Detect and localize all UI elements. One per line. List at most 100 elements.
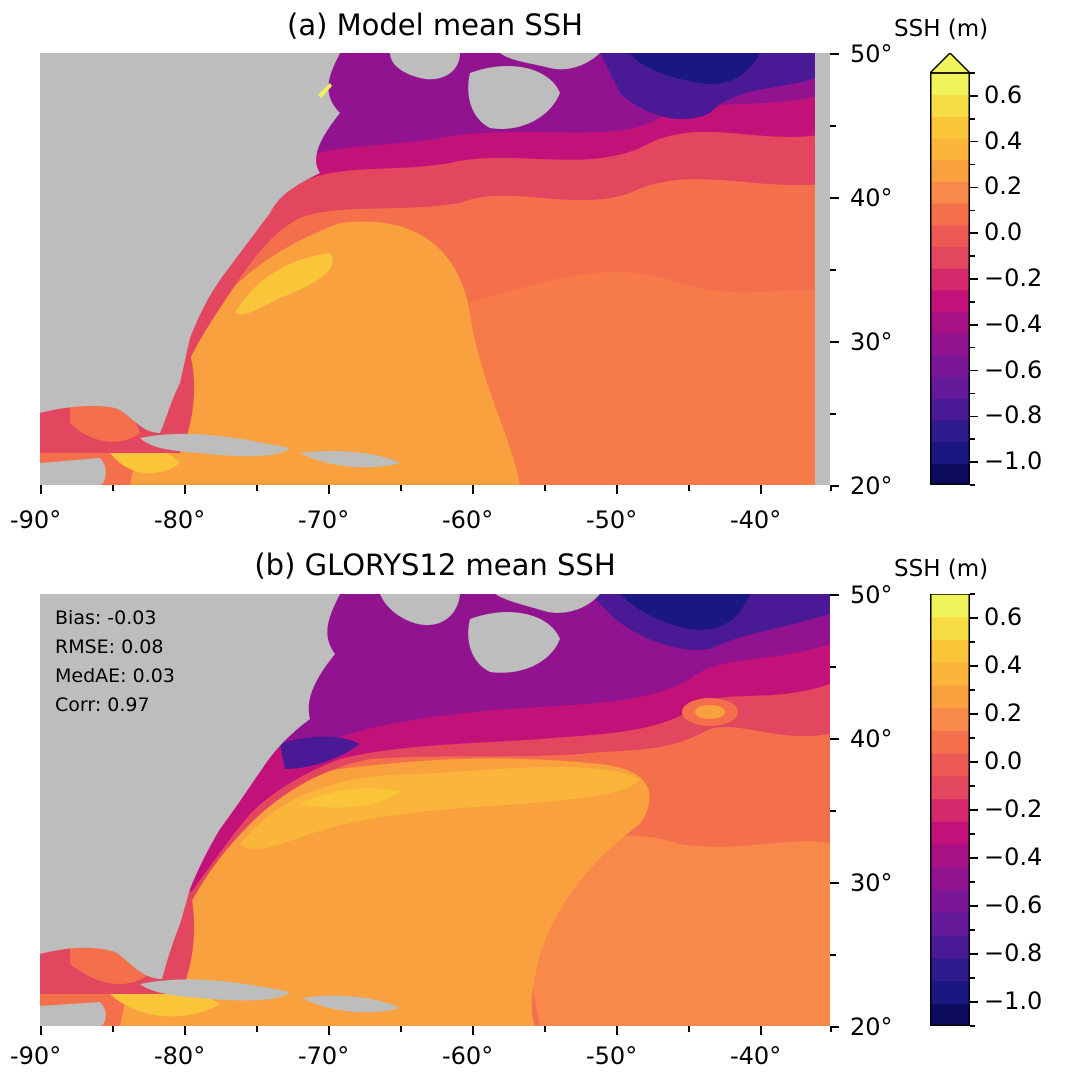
panel-b-colorbar-tick-label: −0.4 [984, 843, 1043, 871]
panel-a-ytick [830, 485, 839, 487]
panel-a-colorbar-segment [930, 159, 970, 182]
panel-a-xtick-label: -70° [298, 506, 350, 534]
panel-a-ytick-minor [830, 125, 836, 127]
panel-a-colorbar-minor-tick [970, 72, 975, 74]
panel-b-colorbar-minor-tick [970, 785, 975, 787]
panel-b-colorbar-tick [970, 617, 978, 619]
panel-a-ssh-field [40, 53, 830, 485]
panel-a-colorbar-minor-tick [970, 209, 975, 212]
panel-a-colorbar-tick [970, 232, 978, 234]
panel-b-ytick-minor [830, 666, 836, 668]
panel-a-xtick-label: -90° [10, 506, 62, 534]
panel-a-colorbar-segment [930, 73, 970, 96]
panel-a-colorbar-segment [930, 354, 970, 378]
panel-b-colorbar-minor-tick [970, 737, 975, 739]
panel-b-colorbar-minor-tick [970, 641, 975, 643]
panel-b-colorbar-segment [930, 594, 970, 618]
panel-b-xtick-minor [544, 1026, 546, 1032]
panel-a-ytick [830, 53, 839, 55]
panel-a-ytick-label: 30° [850, 328, 893, 356]
panel-b-colorbar-segment [930, 730, 970, 754]
panel-b-map [40, 594, 830, 1026]
stat-medae: MedAE: 0.03 [55, 665, 175, 687]
panel-a-colorbar-segment [930, 333, 970, 356]
panel-a-colorbar-segment [930, 376, 970, 399]
panel-b-colorbar-segment [930, 775, 970, 800]
panel-b-ssh-field [40, 594, 830, 1026]
panel-a-colorbar-tick [970, 369, 978, 372]
panel-a-colorbar-segment [930, 398, 970, 421]
panel-a-xtick [760, 485, 762, 494]
panel-a-colorbar-tick [970, 140, 978, 143]
panel-b-colorbar-segment [930, 798, 970, 822]
panel-a-ytick-label: 50° [850, 40, 893, 68]
panel-b-ytick-label: 30° [850, 869, 893, 897]
panel-b-xtick-minor [688, 1026, 690, 1032]
panel-b-colorbar-segment [930, 957, 970, 982]
panel-b-xtick [328, 1026, 330, 1035]
panel-a-ytick [830, 341, 839, 343]
panel-b-colorbar-segment [930, 889, 970, 913]
stat-bias: Bias: -0.03 [55, 607, 157, 629]
panel-a-colorbar-minor-tick [970, 484, 975, 486]
panel-b-colorbar-minor-tick [970, 929, 975, 931]
panel-a-colorbar-tick-label: −0.6 [984, 355, 1043, 384]
panel-a-colorbar-segment [930, 311, 970, 334]
panel-b-colorbar-segment [930, 662, 970, 686]
panel-b-xtick-label: -50° [586, 1042, 638, 1070]
panel-b-xtick-label: -90° [10, 1042, 62, 1070]
panel-a-xtick-minor [256, 485, 258, 491]
panel-a-xtick-minor [112, 485, 114, 491]
panel-b-colorbar-segment [930, 912, 970, 936]
panel-a-colorbar-segment [930, 94, 970, 117]
panel-a-colorbar-segment [930, 181, 970, 204]
panel-a-ytick-label: 40° [850, 184, 893, 212]
panel-b-ytick-minor [830, 810, 836, 812]
panel-a-xtick [184, 485, 186, 494]
panel-b-xtick-label: -80° [154, 1042, 206, 1070]
panel-a-colorbar-segment [930, 463, 970, 485]
panel-a-map [40, 53, 830, 485]
panel-a-xtick-label: -80° [154, 506, 206, 534]
panel-b-ytick-label: 40° [850, 725, 893, 753]
panel-b-title: (b) GLORYS12 mean SSH [254, 548, 616, 582]
panel-a-colorbar-minor-tick [970, 118, 975, 120]
panel-a-xtick-label: -60° [442, 506, 494, 534]
panel-a-colorbar-minor-tick [970, 255, 975, 257]
panel-a-colorbar-minor-tick [970, 163, 975, 166]
panel-a-colorbar-tick [970, 95, 978, 97]
panel-a-colorbar-segment [930, 116, 970, 139]
panel-b-colorbar [930, 594, 970, 1026]
panel-b-colorbar-outline [930, 594, 970, 1026]
panel-b-colorbar-minor-tick [970, 977, 975, 979]
panel-b-ytick-label: 20° [850, 1013, 893, 1041]
panel-b-colorbar-minor-tick [970, 833, 975, 835]
panel-b-colorbar-segment [930, 980, 970, 1004]
panel-a-colorbar-tick-label: 0.0 [984, 218, 1023, 247]
panel-b-colorbar-tick [970, 809, 978, 811]
panel-b-colorbar-minor-tick [970, 881, 975, 883]
panel-a-colorbar-minor-tick [970, 438, 975, 440]
panel-a-colorbar-segment [930, 246, 970, 269]
panel-a-colorbar-extend-arrow [930, 53, 970, 74]
panel-b-xtick-label: -60° [442, 1042, 494, 1070]
panel-b-colorbar-minor-tick [970, 689, 975, 691]
panel-a-colorbar-segment [930, 289, 970, 313]
panel-b-colorbar-tick [970, 905, 978, 907]
panel-a-colorbar-tick [970, 278, 978, 280]
panel-a-colorbar-minor-tick [970, 392, 975, 395]
panel-b-colorbar-label: SSH (m) [894, 556, 989, 582]
panel-a-colorbar-tick-label: −1.0 [984, 447, 1043, 476]
panel-b-colorbar-tick-label: −0.6 [984, 891, 1043, 919]
panel-b-xtick-label: -70° [298, 1042, 350, 1070]
panel-a-xtick-minor [544, 485, 546, 491]
panel-a-title: (a) Model mean SSH [287, 8, 583, 42]
panel-b-colorbar-segment [930, 639, 970, 663]
panel-a-xtick [328, 485, 330, 494]
panel-b-colorbar-tick [970, 1001, 978, 1003]
panel-b-ytick-minor [830, 954, 836, 956]
panel-b-colorbar-segment [930, 866, 970, 891]
panel-a-colorbar-segment [930, 441, 970, 464]
panel-b-colorbar-tick [970, 761, 978, 763]
panel-a-colorbar-minor-tick [970, 346, 975, 349]
